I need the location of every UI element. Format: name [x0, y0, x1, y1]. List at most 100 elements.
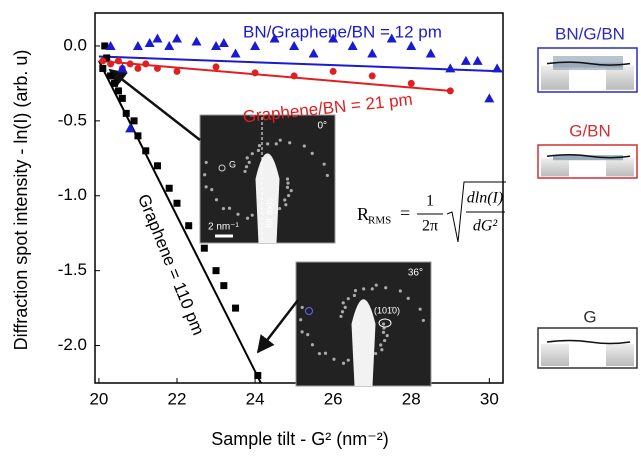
y-tick-label: 0.0 [63, 35, 87, 54]
diffraction-spot [339, 314, 343, 319]
data-point [290, 72, 298, 80]
diffraction-spot [383, 338, 387, 343]
data-point [103, 54, 111, 62]
diffraction-spot [385, 334, 389, 338]
diffraction-spot [256, 148, 261, 153]
graphene [546, 61, 631, 66]
data-point [220, 282, 228, 290]
data-point [165, 184, 173, 192]
diffraction-spot [289, 189, 293, 193]
diffraction-spot [352, 293, 357, 298]
diffraction-spot [310, 343, 315, 347]
data-point [114, 87, 122, 95]
data-point [152, 33, 163, 43]
data-point [367, 48, 378, 58]
data-point [142, 147, 150, 155]
data-point [101, 42, 109, 50]
y-tick-label: -0.5 [58, 110, 87, 129]
data-point [460, 55, 471, 65]
diffraction-spot [302, 144, 306, 148]
formula: dln(I) [467, 190, 503, 207]
diffraction-spot [300, 305, 304, 310]
data-point [406, 40, 417, 50]
diffraction-spot [278, 206, 282, 211]
x-tick-label: 22 [168, 389, 187, 408]
diffraction-spot [341, 361, 346, 365]
data-point [142, 60, 150, 68]
y-tick-label: -1.0 [58, 185, 87, 204]
data-point [254, 372, 262, 380]
diffraction-spot [323, 351, 328, 355]
bn-layer [553, 155, 623, 161]
y-axis-label: Diffraction spot intensity - ln(I) (arb.… [11, 50, 31, 351]
data-point [118, 94, 126, 102]
data-point [407, 79, 415, 87]
data-point [492, 63, 503, 73]
radical [446, 181, 506, 243]
data-point [445, 63, 456, 73]
diffraction-spot [381, 322, 386, 326]
data-point [328, 33, 339, 43]
formula: 2π [422, 218, 438, 235]
diffraction-spot [284, 203, 288, 207]
diffraction-spot [418, 307, 422, 311]
spot-marker [218, 164, 226, 172]
diffraction-spot [300, 330, 304, 334]
spot-label: (101̄0) [374, 305, 400, 315]
x-tick-label: 26 [324, 389, 343, 408]
diffraction-spot [214, 198, 219, 202]
formula: R [357, 204, 369, 224]
beam-stop [255, 153, 280, 243]
diffraction-spot [221, 207, 226, 211]
data-point [105, 40, 116, 50]
fit-line [98, 59, 451, 92]
diffraction-spot [250, 152, 254, 156]
graphene [546, 153, 631, 159]
diffraction-spot [285, 185, 290, 189]
diffraction-spot [374, 351, 378, 356]
x-axis-label: Sample tilt - G² (nm⁻²) [211, 429, 389, 449]
data-point [173, 199, 181, 207]
diffraction-spot [203, 173, 207, 177]
diffraction-spot [243, 169, 247, 174]
data-point [122, 109, 130, 117]
diffraction-spot [406, 296, 410, 301]
data-point [185, 222, 193, 230]
tilt-axis-label: tilt axis [265, 197, 276, 228]
data-point [212, 63, 220, 71]
data-point [153, 64, 161, 72]
diffraction-spot [310, 151, 314, 156]
data-point [212, 267, 220, 275]
data-point [107, 72, 115, 80]
data-point [153, 162, 161, 170]
scale-label: 2 nm⁻¹ [208, 222, 240, 233]
data-point [125, 123, 136, 133]
diffraction-spot [250, 213, 254, 217]
data-point [446, 87, 454, 95]
diffraction-spot [380, 348, 384, 352]
annotation: BN/Graphene/BN = 12 pm [243, 22, 442, 41]
data-point [269, 33, 280, 43]
x-tick-label: 28 [402, 389, 421, 408]
diffraction-spot [285, 177, 290, 181]
diffraction-spot [421, 318, 425, 323]
y-tick-label: -1.5 [58, 260, 87, 279]
data-point [114, 57, 122, 65]
data-point [200, 244, 208, 252]
panel-label: G [583, 307, 596, 326]
diffraction-spot [299, 318, 303, 322]
data-point [232, 304, 240, 312]
diffraction-inset: 0° tilt axis 2 nm⁻¹ G [199, 114, 336, 244]
substrate [541, 158, 569, 177]
data-point [230, 48, 241, 58]
spot-marker [378, 318, 392, 328]
inset-angle: 0° [317, 121, 327, 132]
substrate [606, 158, 634, 177]
x-tick-label: 20 [89, 389, 108, 408]
diffraction-spot [274, 142, 278, 146]
diffraction-spot [322, 162, 326, 166]
diffraction-spot [362, 287, 366, 291]
spot-marker [305, 307, 313, 315]
diffraction-spot [306, 332, 310, 337]
